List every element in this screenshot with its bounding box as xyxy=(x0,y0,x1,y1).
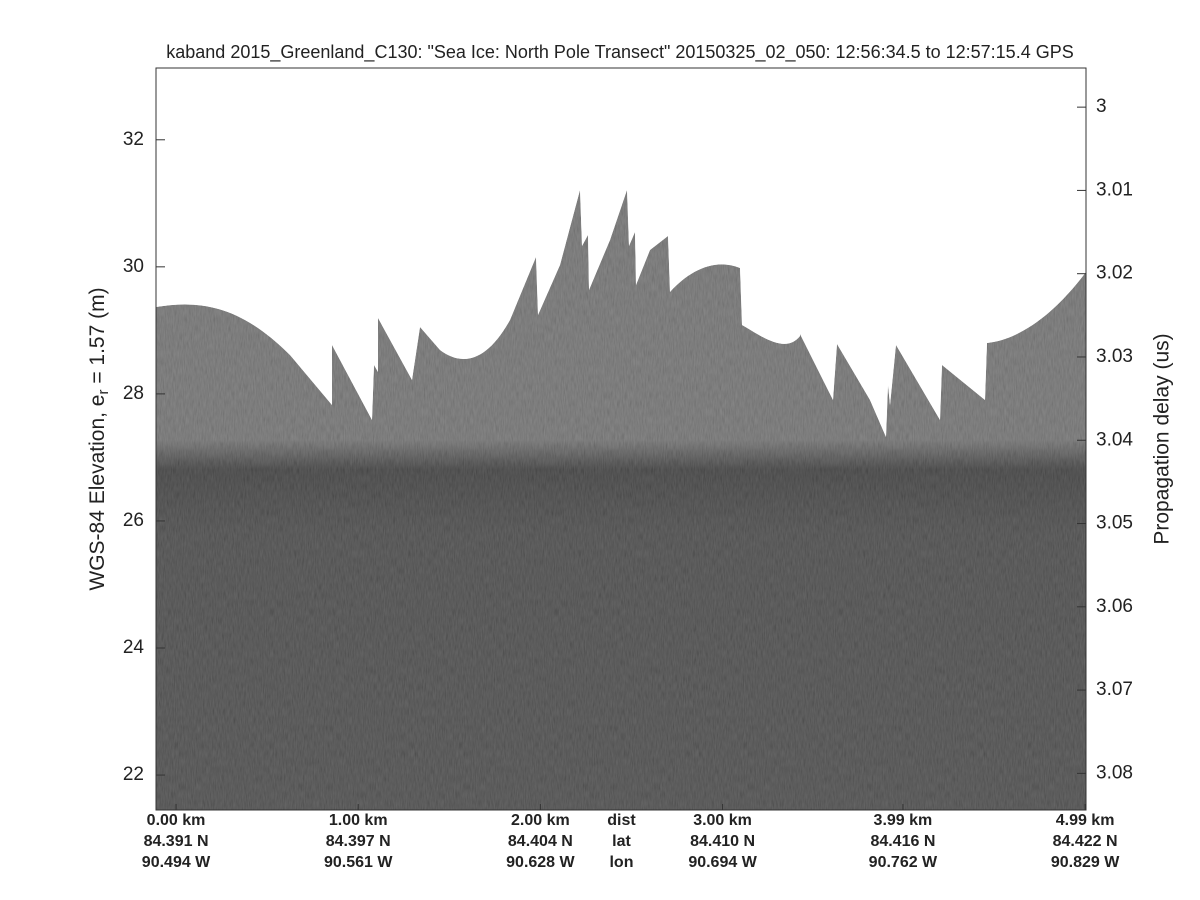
lat-label: 84.397 N xyxy=(326,833,391,850)
y2-tick-label: 3.03 xyxy=(1096,346,1133,367)
row-name: lon xyxy=(609,854,633,871)
y-label-text: WGS-84 Elevation, e xyxy=(86,395,109,591)
y-tick-label: 30 xyxy=(123,256,144,277)
chart-title: kaband 2015_Greenland_C130: "Sea Ice: No… xyxy=(166,42,1073,63)
y-label-text: = 1.57 (m) xyxy=(86,287,109,389)
lon-label: 90.829 W xyxy=(1051,854,1120,871)
y2-tick-label: 3.01 xyxy=(1096,179,1133,200)
lat-label: 84.416 N xyxy=(870,833,935,850)
y2-tick-label: 3.05 xyxy=(1096,513,1133,534)
y2-tick-label: 3.06 xyxy=(1096,596,1133,617)
y-tick-label: 32 xyxy=(123,129,144,150)
lon-label: 90.762 W xyxy=(869,854,938,871)
row-name: dist xyxy=(607,812,636,829)
y-tick-label: 28 xyxy=(123,383,144,404)
x-tick-label: 2.00 km xyxy=(511,812,570,829)
lat-label: 84.410 N xyxy=(690,833,755,850)
x-tick-label: 0.00 km xyxy=(147,812,206,829)
y-tick-label: 24 xyxy=(123,637,145,658)
lat-label: 84.404 N xyxy=(508,833,573,850)
x-tick-label: 1.00 km xyxy=(329,812,388,829)
row-name: lat xyxy=(612,833,631,850)
y2-tick-label: 3.08 xyxy=(1096,762,1133,783)
y2-tick-label: 3 xyxy=(1096,96,1107,117)
y-tick-label: 22 xyxy=(123,764,144,785)
lon-label: 90.694 W xyxy=(688,854,757,871)
lon-label: 90.561 W xyxy=(324,854,393,871)
lon-label: 90.628 W xyxy=(506,854,575,871)
lat-label: 84.391 N xyxy=(144,833,209,850)
y2-tick-label: 3.04 xyxy=(1096,429,1133,450)
y-label-subscript: r xyxy=(95,390,112,395)
lat-label: 84.422 N xyxy=(1053,833,1118,850)
x-tick-label: 3.00 km xyxy=(693,812,752,829)
air xyxy=(156,68,1086,437)
y2-tick-label: 3.02 xyxy=(1096,263,1133,284)
lon-label: 90.494 W xyxy=(142,854,211,871)
plot-frame xyxy=(155,67,1087,811)
x-tick-label: 3.99 km xyxy=(874,812,933,829)
y2-axis-label: Propagation delay (us) xyxy=(1151,333,1174,544)
y2-tick-label: 3.07 xyxy=(1096,679,1133,700)
echogram-image xyxy=(156,68,1086,810)
y-tick-label: 26 xyxy=(123,510,144,531)
y-axis-label: WGS-84 Elevation, er = 1.57 (m) xyxy=(86,287,112,590)
x-tick-label: 4.99 km xyxy=(1056,812,1115,829)
